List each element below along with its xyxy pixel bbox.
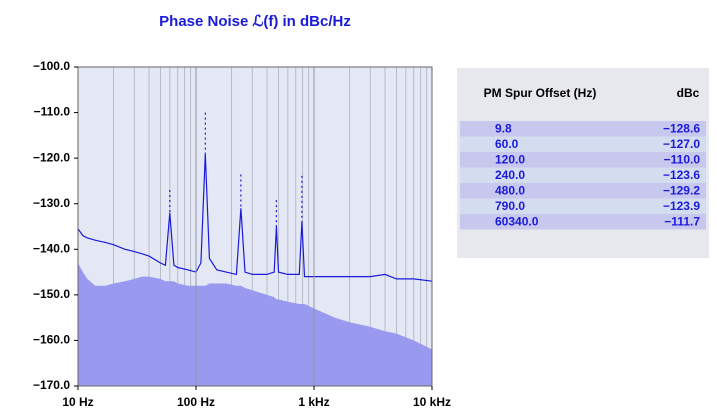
x-tick-label: 100 Hz bbox=[177, 395, 215, 409]
table-row bbox=[460, 198, 706, 214]
spur-offset: 60340.0 bbox=[495, 215, 539, 229]
y-tick-label: −100.0 bbox=[33, 59, 70, 73]
plot-frame bbox=[77, 66, 433, 387]
y-tick-label: −140.0 bbox=[33, 241, 70, 255]
y-tick-label: −120.0 bbox=[33, 150, 70, 164]
y-tick-label: −150.0 bbox=[33, 287, 70, 301]
y-tick-label: −110.0 bbox=[34, 105, 71, 119]
spur-level: −111.7 bbox=[664, 215, 700, 229]
table-header: PM Spur Offset (Hz) bbox=[484, 86, 597, 100]
table-header: dBc bbox=[677, 86, 700, 100]
table-row bbox=[460, 183, 706, 199]
spur-offset: 60.0 bbox=[495, 137, 519, 151]
spur-offset: 240.0 bbox=[495, 168, 525, 182]
spur-level: −129.2 bbox=[663, 184, 700, 198]
spur-level: −127.0 bbox=[663, 137, 700, 151]
y-tick-label: −170.0 bbox=[33, 378, 70, 392]
chart-title: Phase Noise ℒ(f) in dBc/Hz bbox=[159, 13, 351, 30]
spur-level: −110.0 bbox=[664, 153, 701, 167]
table-row bbox=[460, 136, 706, 152]
y-tick-label: −160.0 bbox=[33, 333, 70, 347]
y-tick-label: −130.0 bbox=[33, 196, 70, 210]
noise-floor-area bbox=[78, 263, 432, 386]
table-row bbox=[460, 167, 706, 183]
x-tick-label: 10 Hz bbox=[62, 395, 93, 409]
table-row bbox=[460, 214, 706, 230]
spur-offset: 9.8 bbox=[495, 122, 512, 136]
spur-level: −128.6 bbox=[663, 122, 700, 136]
spur-offset: 790.0 bbox=[495, 199, 525, 213]
phase-noise-line bbox=[77, 153, 433, 282]
spur-offset: 480.0 bbox=[495, 184, 525, 198]
x-tick-label: 10 kHz bbox=[413, 395, 451, 409]
table-row bbox=[460, 152, 706, 168]
spur-level: −123.6 bbox=[663, 168, 700, 182]
x-tick-label: 1 kHz bbox=[298, 395, 329, 409]
spur-level: −123.9 bbox=[663, 199, 700, 213]
table-row bbox=[460, 121, 706, 137]
spur-offset: 120.0 bbox=[495, 153, 525, 167]
